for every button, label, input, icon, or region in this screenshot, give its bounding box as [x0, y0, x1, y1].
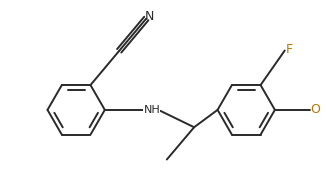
- Text: F: F: [286, 43, 293, 56]
- Text: N: N: [145, 10, 155, 23]
- Text: O: O: [311, 103, 320, 116]
- Text: NH: NH: [143, 105, 160, 115]
